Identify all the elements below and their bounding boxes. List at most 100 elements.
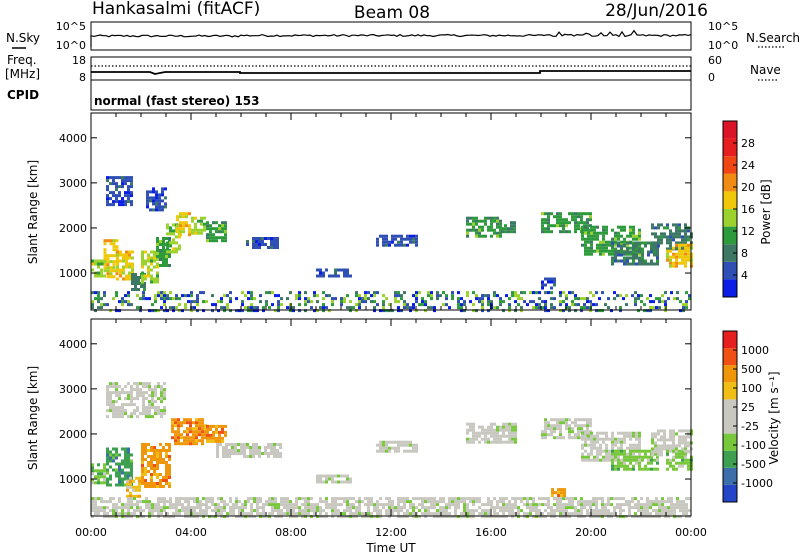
heatmap-cell	[433, 515, 436, 519]
heatmap-cell	[253, 297, 256, 301]
heatmap-cell	[147, 268, 150, 272]
heatmap-cell	[593, 225, 596, 229]
heatmap-cell	[127, 394, 130, 398]
heatmap-cell	[412, 509, 415, 513]
heatmap-cell	[177, 433, 180, 437]
heatmap-cell	[430, 294, 433, 298]
heatmap-cell	[337, 509, 340, 513]
heatmap-cell	[130, 503, 133, 507]
heatmap-cell	[487, 437, 490, 441]
heatmap-cell	[629, 461, 632, 465]
heatmap-cell	[157, 509, 160, 513]
heatmap-cell	[171, 421, 174, 425]
heatmap-cell	[221, 224, 224, 228]
heatmap-cell	[331, 509, 334, 513]
heatmap-cell	[593, 237, 596, 241]
heatmap-cell	[145, 406, 148, 410]
heatmap-cell	[218, 236, 221, 240]
heatmap-cell	[511, 425, 514, 429]
heatmap-cell	[373, 509, 376, 513]
heatmap-cell	[551, 494, 554, 498]
heatmap-cell	[635, 455, 638, 459]
heatmap-cell	[568, 430, 571, 434]
heatmap-cell	[669, 255, 672, 259]
heatmap-cell	[626, 455, 629, 459]
heatmap-cell	[415, 497, 418, 501]
heatmap-cell	[209, 236, 212, 240]
heatmap-cell	[160, 400, 163, 404]
heatmap-cell	[183, 442, 186, 446]
heatmap-cell	[100, 481, 103, 485]
heatmap-cell	[634, 297, 637, 301]
heatmap-cell	[547, 506, 550, 510]
heatmap-cell	[121, 471, 124, 475]
heatmap-cell	[253, 497, 256, 501]
heatmap-cell	[611, 437, 614, 441]
heatmap-cell	[197, 219, 200, 223]
heatmap-cell	[472, 509, 475, 513]
heatmap-cell	[532, 503, 535, 507]
heatmap-cell	[355, 303, 358, 307]
heatmap-cell	[97, 294, 100, 298]
heatmap-cell	[505, 506, 508, 510]
heatmap-cell	[623, 244, 626, 248]
heatmap-cell	[240, 452, 243, 455]
heatmap-cell	[168, 464, 171, 467]
power-colorbar-label: Power [dB]	[759, 179, 773, 244]
heatmap-cell	[547, 503, 550, 507]
heatmap-cell	[250, 306, 253, 310]
heatmap-cell	[593, 228, 596, 232]
heatmap-cell	[596, 440, 599, 444]
heatmap-cell	[616, 294, 619, 298]
heatmap-cell	[112, 506, 115, 510]
heatmap-cell	[667, 500, 670, 504]
heatmap-cell	[478, 234, 481, 238]
heatmap-cell	[124, 385, 127, 389]
heatmap-cell	[237, 452, 240, 455]
heatmap-cell	[666, 235, 669, 239]
heatmap-cell	[237, 449, 240, 452]
heatmap-cell	[247, 515, 250, 519]
heatmap-cell	[106, 272, 110, 276]
heatmap-cell	[635, 437, 638, 441]
heatmap-cell	[550, 224, 553, 228]
heatmap-cell	[112, 415, 115, 419]
heatmap-cell	[484, 216, 487, 220]
heatmap-cell	[614, 234, 617, 238]
heatmap-cell	[215, 439, 218, 443]
heatmap-cell	[681, 458, 684, 462]
heatmap-cell	[91, 506, 94, 510]
heatmap-cell	[544, 291, 547, 295]
heatmap-cell	[276, 449, 279, 452]
heatmap-cell	[596, 446, 599, 450]
heatmap-cell	[568, 309, 571, 313]
heatmap-cell	[409, 506, 412, 510]
heatmap-cell	[106, 197, 109, 201]
y-tick-label: 1000	[59, 473, 87, 486]
heatmap-cell	[155, 205, 158, 209]
heatmap-cell	[109, 483, 112, 487]
heatmap-cell	[632, 234, 635, 238]
heatmap-cell	[118, 497, 121, 501]
heatmap-cell	[641, 458, 644, 462]
heatmap-cell	[116, 262, 119, 266]
heatmap-cell	[487, 503, 490, 507]
heatmap-cell	[481, 512, 484, 516]
heatmap-cell	[657, 226, 660, 230]
heatmap-cell	[201, 430, 204, 434]
heatmap-cell	[118, 300, 121, 304]
heatmap-cell	[595, 506, 598, 510]
heatmap-cell	[565, 427, 568, 431]
heatmap-cell	[322, 500, 325, 504]
heatmap-cell	[212, 439, 215, 443]
heatmap-cell	[391, 234, 394, 238]
heatmap-cell	[258, 446, 261, 449]
heatmap-cell	[584, 246, 587, 250]
heatmap-cell	[681, 438, 684, 442]
heatmap-cell	[514, 422, 517, 426]
heatmap-cell	[130, 176, 133, 180]
heatmap-cell	[212, 239, 215, 243]
heatmap-cell	[620, 449, 623, 453]
heatmap-cell	[631, 506, 634, 510]
heatmap-cell	[112, 176, 115, 180]
